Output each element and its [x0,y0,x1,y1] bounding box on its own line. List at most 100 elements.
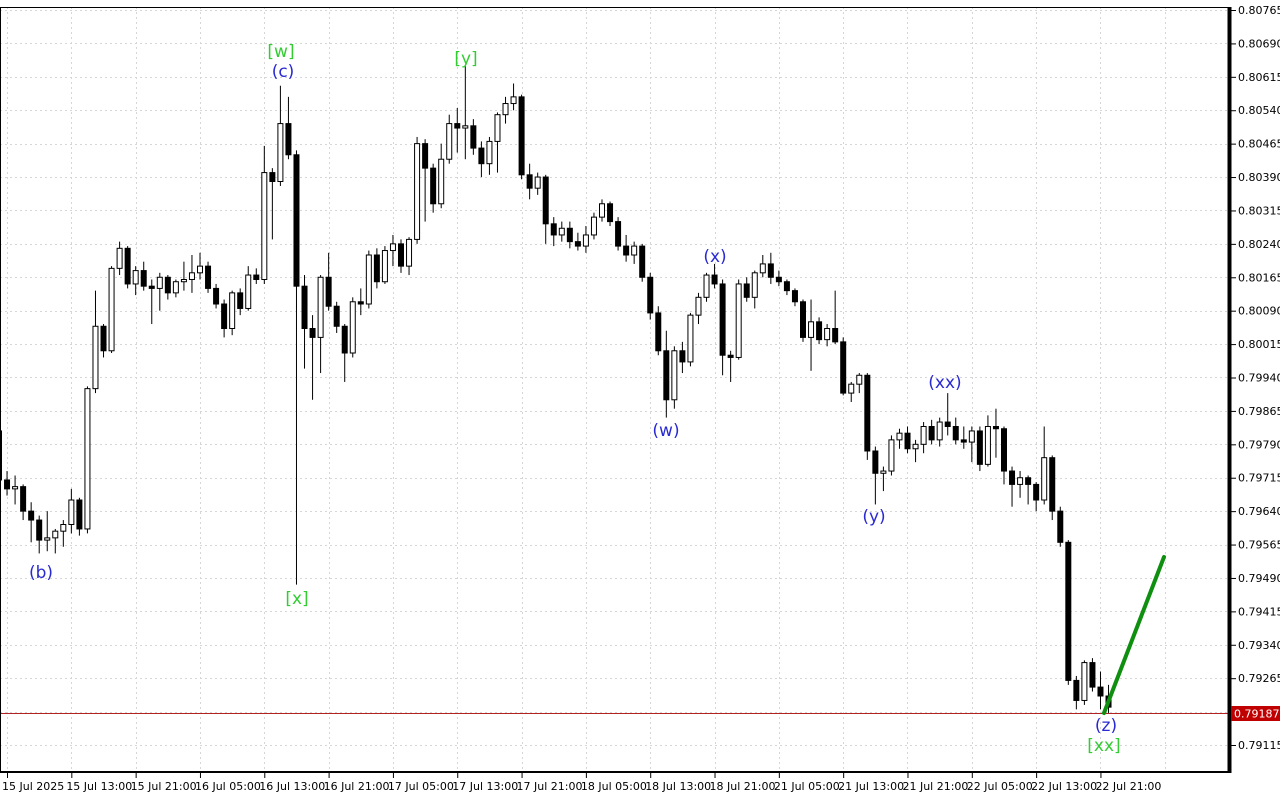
candle [213,283,220,309]
candle-body-bear [325,276,332,307]
candle-body-bull [582,234,589,247]
candle-body-bull [824,328,831,341]
candle-body-bull [180,279,187,283]
candle [687,312,694,367]
plot-frame [0,7,1232,773]
candle-body-bear [679,350,686,363]
y-axis-label: 0.79340 [1238,639,1280,652]
x-axis-label: 22 Jul 21:00 [1095,780,1161,793]
wave-label-x[interactable]: (x) [703,247,726,267]
candle-body-bear [743,283,750,298]
candle [229,290,236,336]
candle [277,85,284,186]
candle-body-bear [285,123,292,156]
candle [1065,540,1072,685]
candle-body-bull [631,245,638,256]
y-axis-label: 0.80765 [1238,4,1280,17]
wave-label-x[interactable]: [x] [285,589,308,609]
candle-body-bear [1025,477,1032,485]
candle [116,241,123,276]
candle [389,234,396,267]
candle-body-bull [381,250,388,283]
candle-body-bull [68,499,75,525]
elliott-wave-labels: (b) [w](c) [y] [x] (w) (x) (y) (xx) (z)[xx] [29,42,1121,756]
candle-body-bull [687,314,694,363]
candle-body-bear [1065,541,1072,681]
y-axis-label: 0.80390 [1238,171,1280,184]
candle-body-bear [832,328,839,343]
wave-label-w[interactable]: [w] [267,42,294,62]
candle-body-bull [245,274,252,309]
wave-label-c[interactable]: (c) [272,62,295,82]
candle [542,174,549,244]
wave-label-xx[interactable]: (xx) [928,373,961,393]
candle [655,306,662,356]
candle [221,299,228,338]
candle-body-bear [791,290,798,303]
candle [76,497,83,536]
candle-body-bull [808,321,815,338]
candle-body-bear [518,96,525,176]
candle-body-bull [703,274,710,298]
candle-body-bull [1041,457,1048,501]
candle-body-bull [888,439,895,472]
candle-body-bull [462,125,469,129]
candle-body-bull [414,143,421,240]
candle [12,475,19,505]
candle [1057,506,1064,547]
wave-label-y[interactable]: [y] [454,49,477,69]
wave-label-w[interactable]: (w) [652,421,679,441]
candle [68,488,75,534]
candle [767,252,774,284]
candle [574,232,581,251]
forecast-trend-line[interactable] [1102,555,1166,715]
candle [590,212,597,240]
candle [840,337,847,396]
candle-body-bull [880,470,887,474]
candle-body-bull [751,272,758,298]
candle-body-bull [558,227,565,236]
y-axis-label: 0.80615 [1238,71,1280,84]
y-axis-label: 0.79640 [1238,505,1280,518]
candle [197,252,203,280]
candle-body-bear [574,241,581,247]
wave-label-y[interactable]: (y) [862,507,885,527]
candle-body-bull [108,267,115,352]
candle [631,241,638,264]
candle [1073,675,1080,710]
candle [124,246,131,289]
candle [470,119,477,155]
x-axis-label: 16 Jul 13:00 [259,780,325,793]
grid-lines [0,7,1228,771]
candle [52,528,59,554]
candle-body-bear [992,426,999,430]
y-axis-label: 0.80690 [1238,37,1280,50]
candle [293,150,300,585]
candle [711,263,718,289]
wave-label-xx[interactable]: [xx] [1087,736,1120,756]
y-axis-label: 0.79490 [1238,572,1280,585]
candle-body-bear [148,285,155,289]
candle-body-bear [647,276,654,314]
wave-label-z[interactable]: (z) [1095,716,1117,736]
candle [237,288,244,316]
candle [920,422,927,454]
candle-body-bear [140,270,147,287]
candle [180,261,187,291]
candle [373,248,380,289]
candle-body-bear [800,301,806,338]
candle-body-bull [44,537,51,541]
candle-body-bull [494,114,501,142]
candle [406,237,413,276]
candle-body-bear [341,325,348,354]
candle-body-bull [116,247,123,269]
wave-label-b[interactable]: (b) [29,563,53,583]
candle-body-bear [1057,510,1064,543]
candle [984,415,991,467]
candle [1041,426,1048,505]
candle [205,261,212,293]
candle-body-bull [486,140,493,165]
candle-body-bear [872,450,879,474]
